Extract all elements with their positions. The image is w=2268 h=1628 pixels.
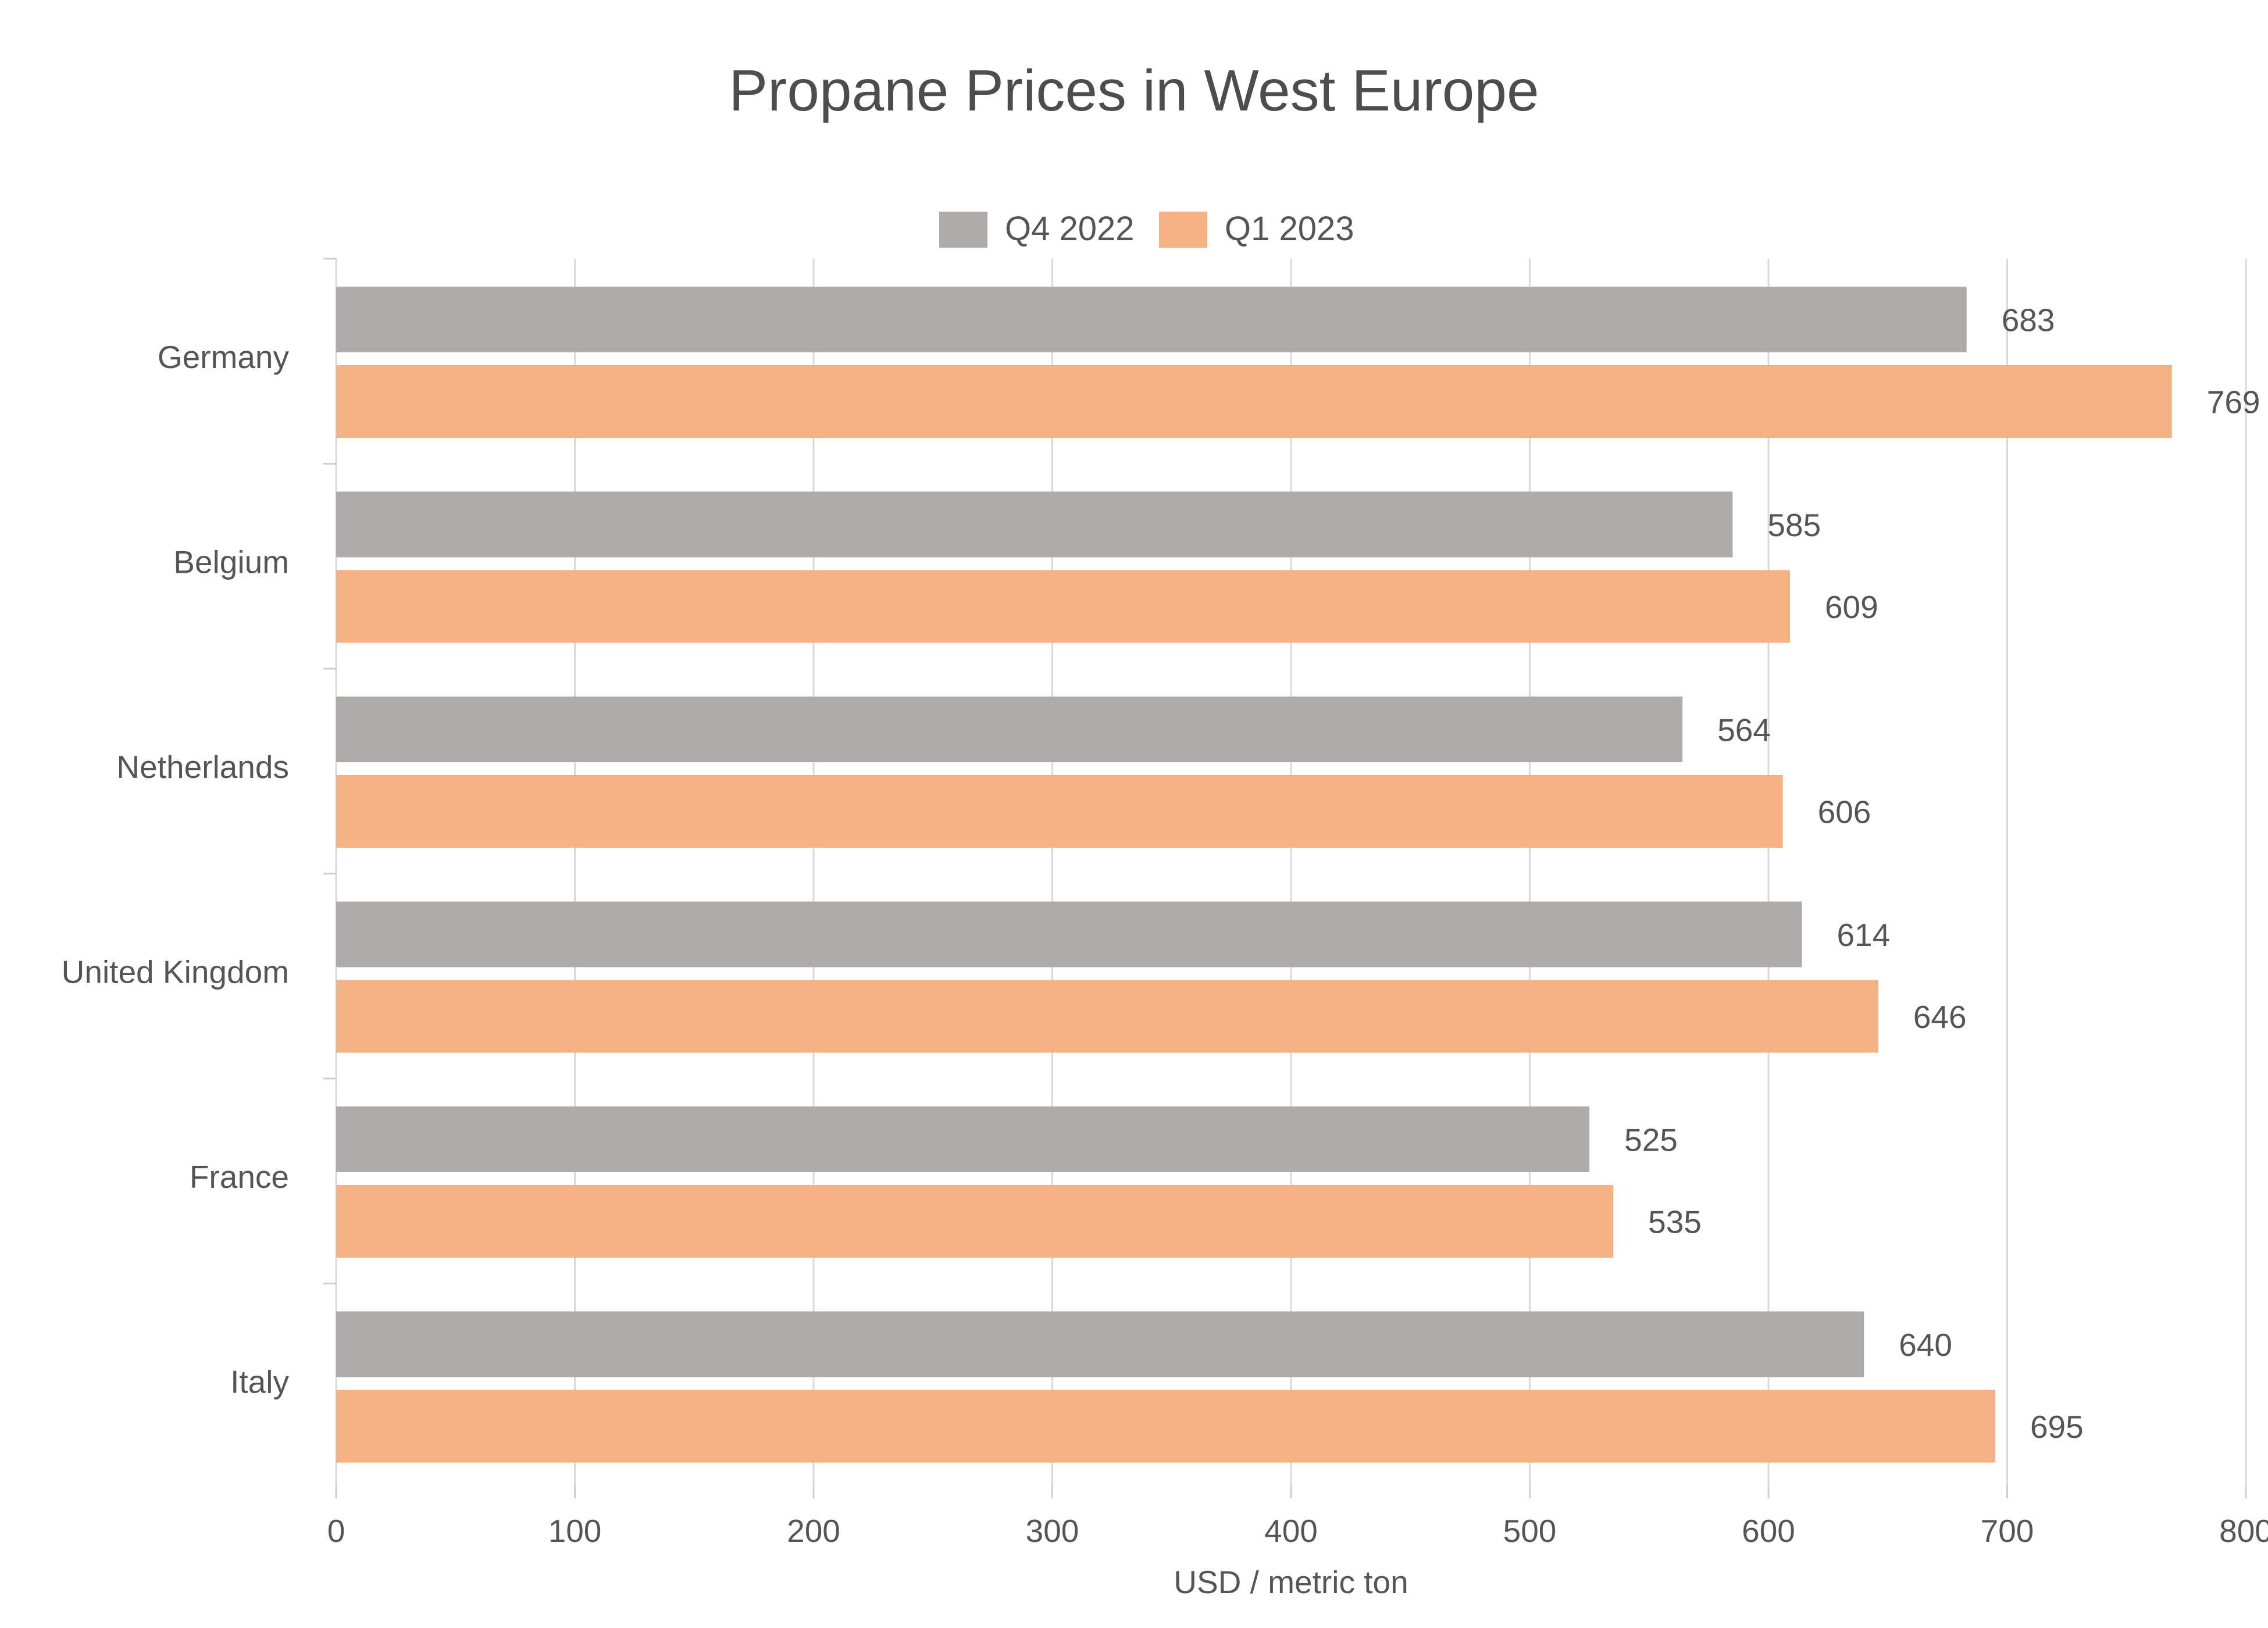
chart-title: Propane Prices in West Europe (729, 58, 1539, 123)
legend-label-1: Q4 2022 (1005, 210, 1135, 248)
bar-q1-2023-3 (336, 980, 1878, 1053)
data-label-q4-2022-4: 525 (1624, 1122, 1678, 1158)
bar-q4-2022-1 (336, 491, 1733, 558)
bar-q4-2022-5 (336, 1311, 1864, 1377)
tick-label-x-800: 800 (2219, 1513, 2268, 1549)
bar-q4-2022-4 (336, 1106, 1590, 1172)
tick-label-x-700: 700 (1981, 1513, 2034, 1549)
legend-swatch-2 (1159, 212, 1207, 248)
x-axis-title: USD / metric ton (1174, 1564, 1408, 1600)
tick-label-x-400: 400 (1264, 1513, 1318, 1549)
data-label-q1-2023-2: 606 (1818, 794, 1871, 830)
data-label-q1-2023-5: 695 (2030, 1409, 2084, 1445)
data-label-q1-2023-3: 646 (1913, 999, 1967, 1035)
data-label-q1-2023-1: 609 (1825, 589, 1878, 625)
gridlines (323, 258, 2247, 1498)
category-label-4: France (190, 1159, 289, 1195)
category-label-0: Germany (158, 339, 290, 375)
category-label-1: Belgium (173, 544, 289, 580)
bar-q1-2023-1 (336, 570, 1790, 643)
tick-label-x-300: 300 (1026, 1513, 1079, 1549)
data-label-q1-2023-4: 535 (1648, 1204, 1702, 1240)
tick-label-x-200: 200 (787, 1513, 840, 1549)
tick-label-x-0: 0 (327, 1513, 345, 1549)
bar-q4-2022-2 (336, 697, 1683, 762)
category-label-2: Netherlands (116, 749, 289, 785)
bar-q1-2023-5 (336, 1390, 1995, 1463)
legend-label-2: Q1 2023 (1225, 210, 1354, 248)
bar-q1-2023-2 (336, 775, 1783, 848)
bars (336, 287, 2172, 1463)
tick-label-x-600: 600 (1742, 1513, 1795, 1549)
legend-swatch-1 (939, 212, 987, 248)
data-label-q4-2022-0: 683 (2002, 302, 2055, 338)
data-label-q4-2022-3: 614 (1836, 917, 1890, 953)
bar-q4-2022-0 (336, 287, 1967, 352)
tick-label-x-500: 500 (1503, 1513, 1557, 1549)
bar-q1-2023-0 (336, 365, 2172, 438)
category-label-5: Italy (230, 1364, 289, 1400)
data-label-q4-2022-5: 640 (1899, 1327, 1952, 1363)
data-label-q1-2023-0: 769 (2207, 384, 2260, 420)
tick-label-x-100: 100 (548, 1513, 602, 1549)
category-label-3: United Kingdom (62, 954, 289, 990)
data-label-q4-2022-1: 585 (1767, 507, 1821, 543)
data-label-q4-2022-2: 564 (1717, 712, 1771, 748)
chart-text: Propane Prices in West Europe Q4 2022 Q1 2… (62, 58, 2268, 1600)
bar-q4-2022-3 (336, 901, 1802, 967)
bar-q1-2023-4 (336, 1185, 1614, 1258)
